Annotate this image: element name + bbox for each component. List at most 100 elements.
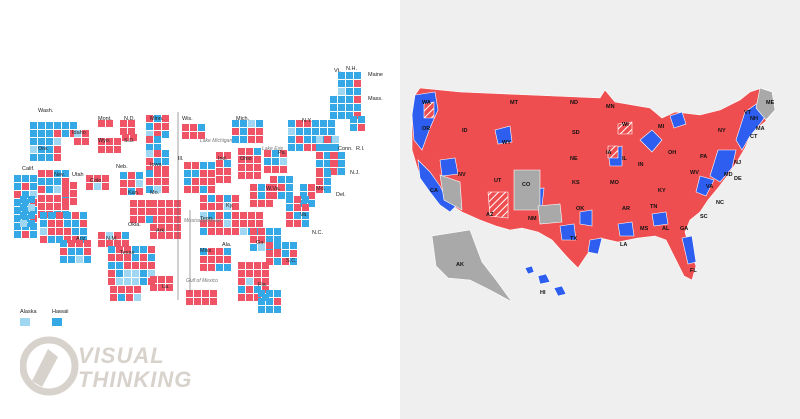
district-cell: [40, 212, 47, 219]
district-cell: [256, 220, 263, 227]
district-cell: [30, 175, 37, 182]
district-cell: [70, 182, 77, 189]
state-label: Ill.: [178, 156, 184, 162]
district-cell: [40, 228, 47, 235]
district-cell: [22, 175, 29, 182]
district-cell: [140, 262, 147, 269]
district-cell: [304, 128, 311, 135]
district-cell: [202, 290, 209, 297]
district-cell: [312, 136, 319, 143]
legend-hawaii-swatch: [52, 318, 62, 326]
state-label: Vt.: [334, 68, 341, 74]
district-cell: [224, 220, 231, 227]
district-cell: [192, 186, 199, 193]
state-abbr-wi: WI: [622, 122, 629, 128]
state-abbr-az: AZ: [486, 212, 494, 218]
district-cell: [62, 182, 69, 189]
district-cell: [154, 166, 161, 173]
state-label: La.: [162, 284, 170, 290]
district-cell: [46, 146, 53, 153]
district-cell: [30, 138, 37, 145]
district-cell: [192, 162, 199, 169]
district-cell: [46, 122, 53, 129]
district-cell: [162, 186, 169, 193]
district-cell: [274, 250, 281, 257]
state-abbr-ct: CT: [750, 134, 758, 140]
state-abbr-nv: NV: [458, 172, 466, 178]
district-cell: [62, 186, 69, 193]
district-cell: [266, 258, 273, 265]
district-cell: [62, 203, 69, 210]
district-cell: [274, 228, 281, 235]
district-cell: [46, 178, 53, 185]
district-cell: [154, 170, 161, 177]
district-cell: [232, 212, 239, 219]
district-cell: [290, 242, 297, 249]
district-cell: [246, 294, 253, 301]
district-cell: [162, 158, 169, 165]
district-cell: [216, 264, 223, 271]
district-cell: [258, 228, 265, 235]
district-cell: [240, 128, 247, 135]
district-cell: [116, 254, 123, 261]
district-cell: [162, 170, 169, 177]
district-cell: [332, 136, 339, 143]
district-cell: [266, 250, 273, 257]
district-cell: [14, 183, 21, 190]
district-cell: [148, 254, 155, 261]
district-cell: [256, 136, 263, 143]
district-cell: [14, 191, 21, 198]
district-cell: [158, 216, 165, 223]
state-abbr-tn: TN: [650, 204, 658, 210]
state-abbr-ia: IA: [606, 150, 612, 156]
district-cell: [72, 228, 79, 235]
district-cell: [148, 270, 155, 277]
district-cell: [56, 212, 63, 219]
district-cell: [20, 220, 27, 227]
district-cell: [246, 262, 253, 269]
district-cell: [224, 203, 231, 210]
state-abbr-wa: WA: [422, 100, 431, 106]
district-cell: [62, 198, 69, 205]
district-cell: [166, 284, 173, 291]
district-cell: [248, 220, 255, 227]
state-abbr-ms: MS: [640, 226, 649, 232]
district-cell: [266, 306, 273, 313]
district-cell: [324, 160, 331, 167]
state-label: Wyo.: [98, 138, 111, 144]
district-cell: [38, 154, 45, 161]
district-cell: [316, 144, 323, 151]
district-cell: [174, 200, 181, 207]
district-cell: [216, 176, 223, 183]
dem-district: [639, 129, 663, 153]
district-cell: [320, 144, 327, 151]
district-cell: [216, 152, 223, 159]
district-cell: [134, 286, 141, 293]
district-cell: [22, 231, 29, 238]
district-cell: [290, 258, 297, 265]
state-label: Mich.: [236, 116, 250, 122]
district-cell: [154, 123, 161, 130]
dem-district: [579, 209, 593, 227]
district-cell: [208, 220, 215, 227]
district-cell: [102, 183, 109, 190]
district-cell: [140, 278, 147, 285]
district-cell: [46, 154, 53, 161]
district-cell: [28, 212, 35, 219]
district-cell: [288, 144, 295, 151]
district-cell: [274, 242, 281, 249]
district-cell: [312, 144, 319, 151]
district-cell: [200, 220, 207, 227]
state-abbr-id: ID: [462, 128, 468, 134]
district-cell: [108, 246, 115, 253]
district-cell: [116, 262, 123, 269]
district-cell: [324, 136, 331, 143]
district-cell: [288, 128, 295, 135]
district-cell: [146, 166, 153, 173]
district-cell: [116, 270, 123, 277]
district-cell: [232, 120, 239, 127]
district-cell: [254, 172, 261, 179]
district-cell: [258, 306, 265, 313]
logo-line-2: THINKING: [78, 367, 193, 392]
state-label: W.Va.: [266, 186, 281, 192]
